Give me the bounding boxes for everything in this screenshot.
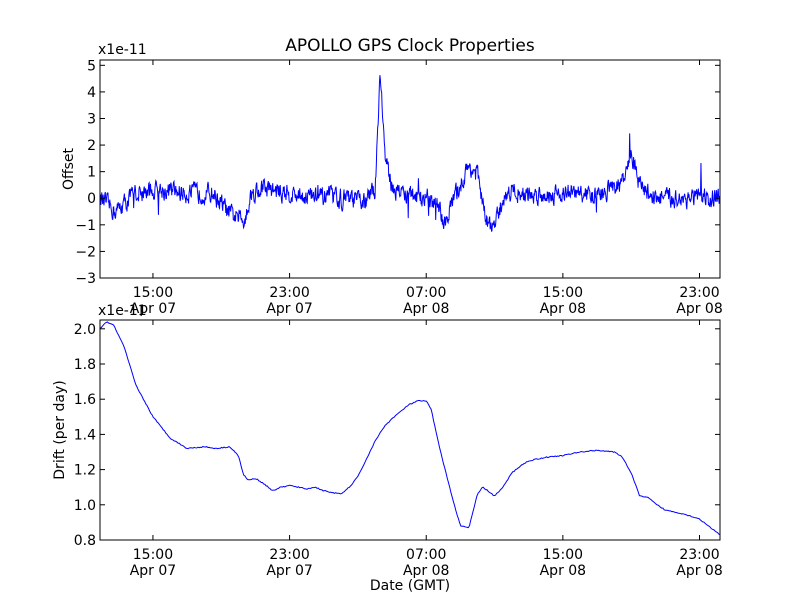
- drift-x-tick-time: 15:00: [543, 547, 583, 563]
- offset-x-tick-time: 07:00: [406, 285, 446, 301]
- offset-y-tick-label: 4: [87, 85, 96, 101]
- offset-series-line: [100, 75, 720, 232]
- offset-y-tick-label: 1: [87, 165, 96, 181]
- offset-y-tick-label: 3: [87, 111, 96, 127]
- drift-x-tick-time: 07:00: [406, 547, 446, 563]
- offset-x-tick-date: Apr 08: [540, 301, 586, 317]
- offset-x-tick-date: Apr 08: [676, 301, 722, 317]
- offset-x-tick-date: Apr 07: [266, 301, 312, 317]
- drift-y-tick-label: 0.8: [74, 533, 96, 549]
- drift-x-tick-time: 15:00: [133, 547, 173, 563]
- chart-title: APOLLO GPS Clock Properties: [285, 36, 535, 56]
- drift-y-tick-label: 2.0: [74, 322, 96, 338]
- offset-y-tick-label: 0: [87, 191, 96, 207]
- drift-series-line: [100, 321, 720, 536]
- drift-scale-label: x1e-11: [98, 303, 147, 319]
- offset-x-tick-date: Apr 08: [403, 301, 449, 317]
- drift-y-tick-label: 1.0: [74, 498, 96, 514]
- drift-x-tick-date: Apr 07: [130, 563, 176, 579]
- offset-y-tick-label: 5: [87, 58, 96, 74]
- offset-y-tick-label: −2: [75, 244, 96, 260]
- drift-y-tick-label: 1.6: [74, 392, 96, 408]
- offset-x-tick-time: 15:00: [133, 285, 173, 301]
- offset-y-label: Offset: [61, 147, 77, 190]
- drift-y-tick-label: 1.4: [74, 427, 96, 443]
- drift-x-tick-date: Apr 07: [266, 563, 312, 579]
- offset-x-tick-date: Apr 07: [130, 301, 176, 317]
- x-axis-label: Date (GMT): [370, 578, 450, 594]
- offset-scale-label: x1e-11: [98, 42, 147, 58]
- drift-x-tick-time: 23:00: [269, 547, 309, 563]
- drift-axes-frame: [99, 319, 721, 541]
- drift-x-tick-date: Apr 08: [676, 563, 722, 579]
- offset-axes-frame: [99, 59, 721, 279]
- drift-y-label: Drift (per day): [52, 380, 68, 479]
- drift-y-tick-label: 1.8: [74, 357, 96, 373]
- offset-x-tick-time: 23:00: [679, 285, 719, 301]
- drift-x-tick-time: 23:00: [679, 547, 719, 563]
- offset-x-tick-time: 15:00: [543, 285, 583, 301]
- offset-x-tick-time: 23:00: [269, 285, 309, 301]
- offset-y-tick-label: −1: [75, 218, 96, 234]
- offset-y-tick-label: −3: [75, 271, 96, 287]
- drift-x-tick-date: Apr 08: [540, 563, 586, 579]
- offset-y-tick-label: 2: [87, 138, 96, 154]
- drift-y-tick-label: 1.2: [74, 463, 96, 479]
- drift-x-tick-date: Apr 08: [403, 563, 449, 579]
